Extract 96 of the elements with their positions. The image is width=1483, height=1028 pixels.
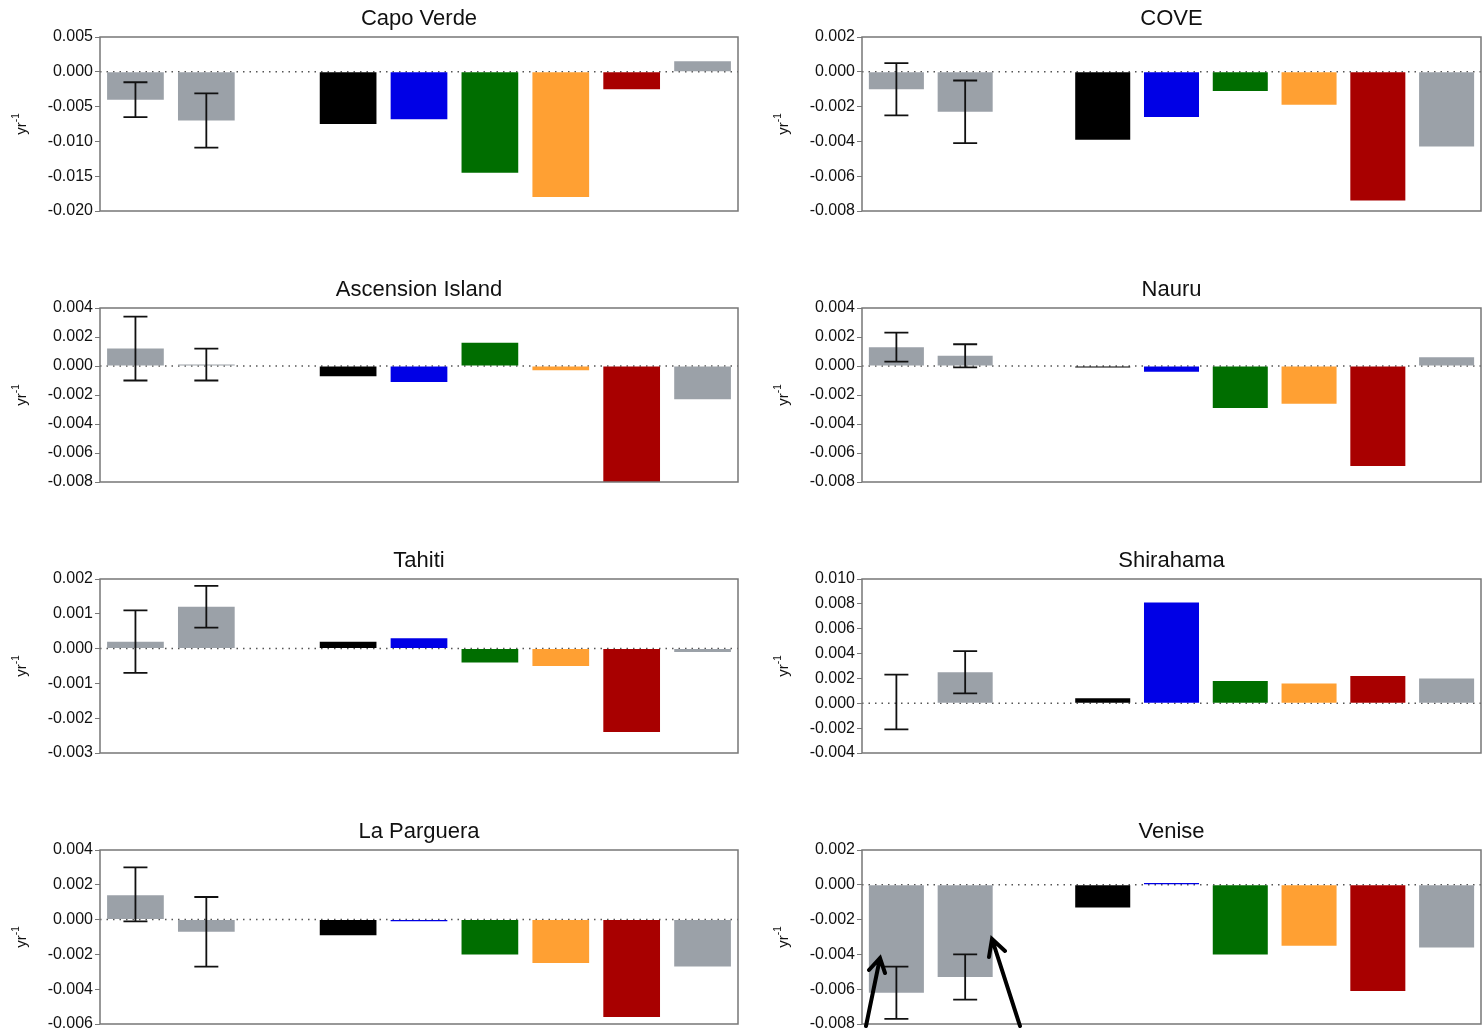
bar [1281, 683, 1337, 703]
y-tick-label: 0.010 [814, 569, 856, 587]
y-tick-label: 0.000 [52, 62, 94, 80]
y-tick-label: 0.004 [814, 298, 856, 316]
y-tick-label: -0.010 [47, 131, 94, 149]
y-tick-label: 0.002 [52, 327, 94, 345]
y-tick-label: 0.000 [814, 62, 856, 80]
bar [1212, 366, 1268, 409]
y-axis-title: yr-1 [9, 383, 30, 406]
y-tick-label: -0.002 [809, 718, 856, 736]
bar [319, 641, 377, 649]
bar [1143, 602, 1200, 703]
y-tick-label: -0.001 [47, 673, 94, 691]
y-tick-label: -0.006 [47, 443, 94, 461]
bar [1212, 680, 1268, 703]
y-tick-label: 0.000 [52, 910, 94, 928]
y-tick-label: 0.002 [814, 327, 856, 345]
y-axis-title: yr-1 [771, 112, 792, 135]
chart-title: Nauru [1141, 276, 1202, 302]
y-tick-label: 0.000 [814, 875, 856, 893]
bar [390, 638, 448, 649]
y-tick-label: -0.002 [809, 97, 856, 115]
y-tick-label: -0.004 [47, 414, 94, 432]
bar [1143, 366, 1200, 372]
y-tick-label: 0.002 [52, 569, 94, 587]
chart-title: La Parguera [358, 818, 481, 844]
bar [532, 649, 590, 666]
y-tick-label: 0.001 [52, 604, 94, 622]
bar [937, 355, 993, 366]
y-tick-label: 0.000 [814, 356, 856, 374]
y-tick-label: -0.020 [47, 201, 94, 219]
chart-title: Tahiti [393, 547, 445, 573]
y-tick-label: -0.002 [47, 708, 94, 726]
chart-title: COVE [1140, 5, 1203, 31]
y-tick-label: -0.004 [809, 414, 856, 432]
bar [1350, 675, 1406, 703]
y-tick-label: 0.002 [814, 668, 856, 686]
y-axis-title: yr-1 [9, 112, 30, 135]
y-tick-label: -0.002 [47, 944, 94, 962]
y-tick-label: -0.006 [809, 979, 856, 997]
y-axis-title: yr-1 [9, 925, 30, 948]
bar [1419, 678, 1475, 703]
y-tick-label: -0.008 [809, 472, 856, 490]
y-tick-label: -0.004 [47, 979, 94, 997]
y-tick-label: 0.000 [52, 356, 94, 374]
chart-title: Capo Verde [360, 5, 478, 31]
bar [1075, 698, 1131, 703]
bar [1281, 366, 1337, 404]
bar [319, 366, 377, 377]
y-tick-label: -0.002 [47, 385, 94, 403]
y-tick-label: 0.004 [52, 840, 94, 858]
y-axis-title: yr-1 [771, 654, 792, 677]
bar [1419, 357, 1475, 366]
y-tick-label: 0.002 [52, 875, 94, 893]
y-tick-label: -0.006 [809, 166, 856, 184]
y-tick-label: 0.008 [814, 594, 856, 612]
y-tick-label: 0.000 [814, 693, 856, 711]
bar [868, 347, 924, 366]
bar [461, 649, 519, 663]
bar [937, 672, 993, 703]
y-tick-label: -0.004 [809, 944, 856, 962]
y-tick-label: -0.008 [47, 472, 94, 490]
y-tick-label: -0.006 [809, 443, 856, 461]
y-axis-title: yr-1 [9, 654, 30, 677]
bar [674, 366, 731, 400]
chart-title: Venise [1138, 818, 1205, 844]
y-tick-label: -0.015 [47, 166, 94, 184]
y-tick-label: 0.005 [52, 27, 94, 45]
y-tick-label: -0.003 [47, 743, 94, 761]
y-tick-label: -0.005 [47, 97, 94, 115]
y-axis-title: yr-1 [771, 925, 792, 948]
y-tick-label: -0.002 [809, 910, 856, 928]
y-tick-label: -0.008 [809, 1014, 856, 1028]
y-axis-title: yr-1 [771, 383, 792, 406]
bar [107, 348, 164, 366]
bar [390, 366, 448, 382]
y-tick-label: 0.002 [814, 27, 856, 45]
y-tick-label: -0.006 [47, 1014, 94, 1028]
y-tick-label: 0.004 [52, 298, 94, 316]
y-tick-label: -0.002 [809, 385, 856, 403]
y-tick-label: 0.002 [814, 840, 856, 858]
y-tick-label: -0.008 [809, 201, 856, 219]
chart-title: Shirahama [1118, 547, 1226, 573]
bar [603, 366, 661, 482]
y-tick-label: -0.004 [809, 131, 856, 149]
y-tick-label: 0.004 [814, 643, 856, 661]
bar [107, 641, 164, 649]
y-tick-label: -0.004 [809, 743, 856, 761]
chart-title: Ascension Island [335, 276, 503, 302]
bar [674, 649, 731, 653]
bar [603, 649, 661, 733]
y-tick-label: 0.006 [814, 619, 856, 637]
bar [461, 342, 519, 366]
y-tick-label: 0.000 [52, 639, 94, 657]
bar [177, 606, 235, 649]
bar [1350, 366, 1406, 467]
